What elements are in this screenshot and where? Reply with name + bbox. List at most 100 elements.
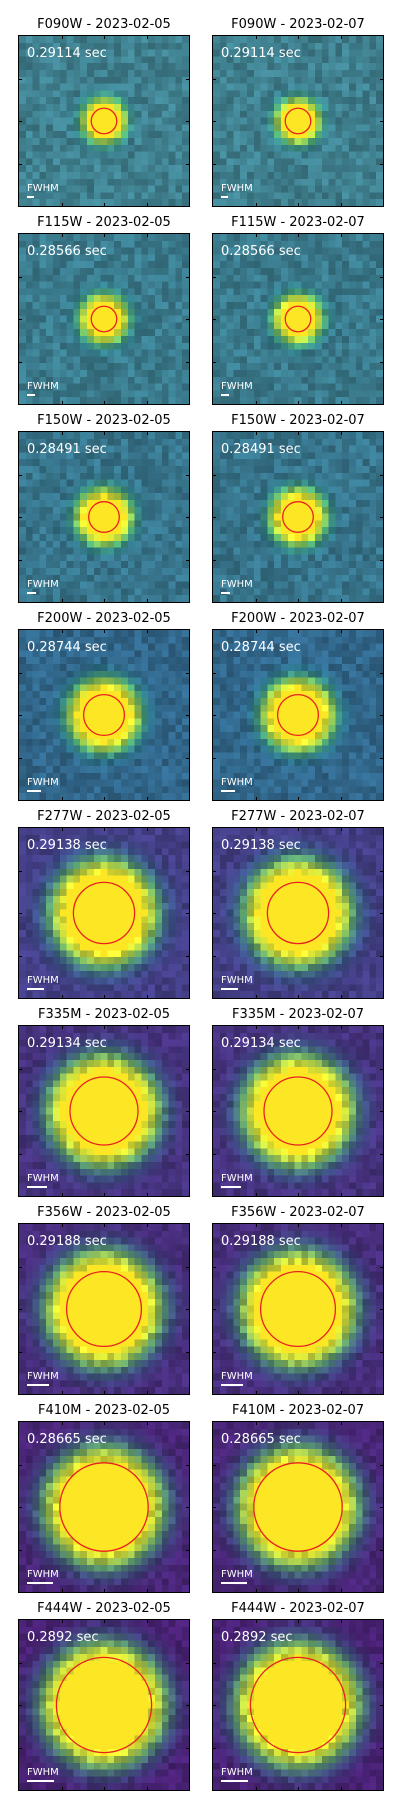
cutout-image: 0.29114 sec FWHM [212,35,384,207]
axis-tick [341,1391,342,1394]
axis-tick [186,1748,189,1749]
panel-title: F444W - 2023-02-07 [231,1601,365,1616]
axis-tick [380,79,383,80]
aperture-circle [284,107,312,135]
cutout-image: 0.28491 sec FWHM [212,431,384,603]
axis-tick [380,1507,383,1508]
panel-title: F200W - 2023-02-07 [231,611,365,626]
axis-tick [62,1026,63,1029]
axis-tick [256,630,257,633]
axis-tick [341,828,342,831]
aperture-circle [282,501,314,533]
axis-tick [147,630,148,633]
fwhm-scale-bar [221,790,235,792]
pixel-map [19,432,189,602]
axis-tick [298,630,299,633]
axis-tick [213,1309,216,1310]
axis-tick [186,121,189,122]
axis-tick [213,758,216,759]
axis-tick [104,432,105,435]
fwhm-label: FWHM [221,1371,253,1382]
aperture-circle [263,1076,333,1146]
fwhm-scale-bar [27,1582,53,1584]
cutout-image: 0.28566 sec FWHM [212,233,384,405]
axis-tick [19,871,22,872]
axis-tick [213,1663,216,1664]
axis-tick [186,560,189,561]
aperture-overlay [88,501,120,533]
aperture-circle [72,881,136,945]
axis-tick [19,79,22,80]
axis-tick [213,1267,216,1268]
axis-tick [147,1422,148,1425]
axis-tick [62,234,63,237]
axis-tick [256,828,257,831]
axis-tick [256,36,257,39]
panel-title: F090W - 2023-02-07 [231,17,365,32]
axis-tick [186,1507,189,1508]
axis-tick [186,673,189,674]
axis-tick [380,758,383,759]
axis-tick [380,362,383,363]
axis-tick [341,1193,342,1196]
axis-tick [19,362,22,363]
fwhm-label: FWHM [27,1173,59,1184]
axis-tick [147,1193,148,1196]
pixel-map [213,630,383,800]
axis-tick [62,1193,63,1196]
axis-tick [298,797,299,800]
axis-tick [186,1309,189,1310]
axis-tick [298,1193,299,1196]
axis-tick [256,995,257,998]
exposure-time-label: 0.29134 sec [27,1036,107,1051]
axis-tick [213,277,216,278]
axis-tick [298,1620,299,1623]
exposure-time-label: 0.28665 sec [27,1432,107,1447]
axis-tick [380,1705,383,1706]
axis-tick [19,475,22,476]
axis-tick [62,1224,63,1227]
axis-tick [256,1422,257,1425]
aperture-overlay [266,881,330,945]
axis-tick [147,1224,148,1227]
axis-tick [380,277,383,278]
axis-tick [341,630,342,633]
pixel-map [213,36,383,206]
axis-tick [62,1589,63,1592]
fwhm-label: FWHM [221,183,253,194]
axis-tick [19,1352,22,1353]
aperture-circle [55,1656,153,1754]
axis-tick [186,1550,189,1551]
pixel-map [19,630,189,800]
axis-tick [380,475,383,476]
panel-title: F335M - 2023-02-05 [37,1007,170,1022]
axis-tick [62,797,63,800]
axis-tick [186,1154,189,1155]
axis-tick [62,203,63,206]
axis-tick [147,1391,148,1394]
axis-tick [147,401,148,404]
panel-title: F356W - 2023-02-07 [231,1205,365,1220]
cutout-image: 0.2892 sec FWHM [212,1619,384,1791]
aperture-circle [249,1656,347,1754]
axis-tick [298,36,299,39]
axis-tick [341,1787,342,1790]
cutout-image: 0.29114 sec FWHM [18,35,190,207]
axis-tick [19,715,22,716]
fwhm-label: FWHM [221,1173,253,1184]
axis-tick [19,1267,22,1268]
fwhm-scale-bar [27,1780,54,1782]
exposure-time-label: 0.29188 sec [221,1234,301,1249]
axis-tick [380,871,383,872]
axis-tick [186,758,189,759]
fwhm-scale-bar [221,988,238,990]
fwhm-scale-bar [27,988,44,990]
fwhm-label: FWHM [27,975,59,986]
fwhm-scale-bar [221,592,230,594]
axis-tick [213,475,216,476]
axis-tick [213,673,216,674]
axis-tick [380,1111,383,1112]
axis-tick [298,432,299,435]
axis-tick [19,560,22,561]
axis-tick [147,1026,148,1029]
